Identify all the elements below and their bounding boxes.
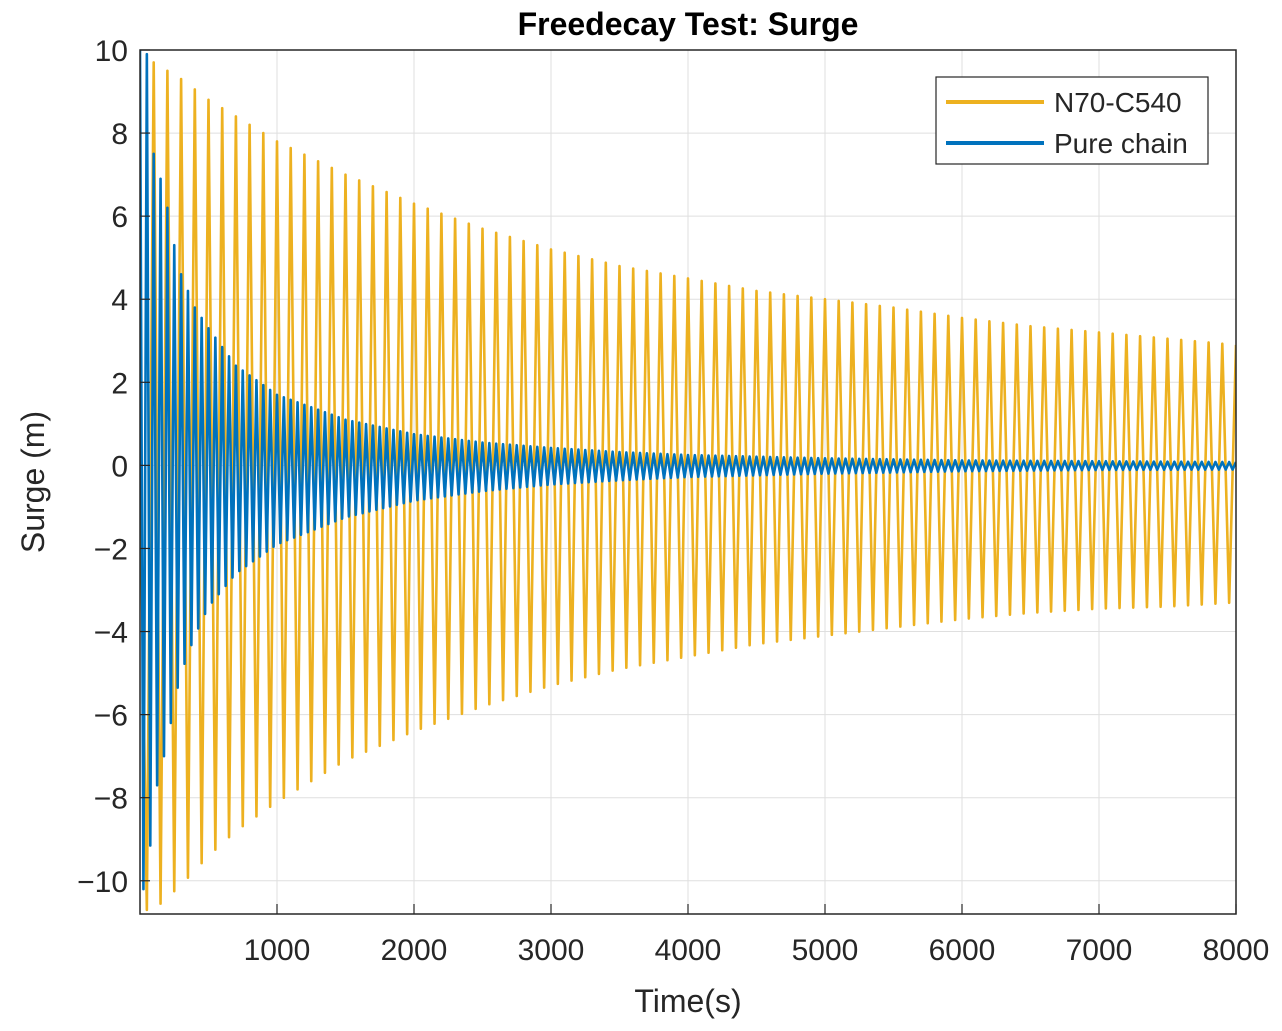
y-tick-label: −10 [77, 866, 128, 899]
x-tick-label: 8000 [1203, 934, 1270, 967]
x-tick-label: 5000 [792, 934, 859, 967]
y-tick-label: −6 [94, 700, 128, 733]
series-layer [140, 50, 1236, 912]
legend: N70-C540 Pure chain [935, 76, 1209, 165]
legend-label-pure-chain: Pure chain [1054, 128, 1188, 159]
x-tick-label: 2000 [381, 934, 448, 967]
chart-title: Freedecay Test: Surge [518, 6, 859, 42]
x-tick-label: 6000 [929, 934, 996, 967]
series-line-n70-c540 [140, 61, 1236, 912]
legend-box [935, 76, 1209, 165]
y-tick-label: 0 [111, 450, 128, 483]
x-tick-label: 3000 [518, 934, 585, 967]
y-tick-label: −2 [94, 533, 128, 566]
y-tick-label: 4 [111, 284, 128, 317]
x-axis-label: Time(s) [634, 983, 741, 1019]
y-tick-label: −4 [94, 617, 128, 650]
y-tick-label: 6 [111, 201, 128, 234]
y-tick-label: 10 [95, 35, 128, 68]
y-axis-label: Surge (m) [15, 411, 51, 553]
y-tick-label: −8 [94, 783, 128, 816]
x-tick-label: 4000 [655, 934, 722, 967]
x-tick-label: 7000 [1066, 934, 1133, 967]
y-axis-ticks: −10 −8 −6 −4 −2 0 2 4 6 8 10 [77, 35, 150, 899]
x-axis-ticks: 1000 2000 3000 4000 5000 6000 7000 8000 [244, 904, 1270, 967]
y-tick-label: 2 [111, 367, 128, 400]
series-line-pure-chain [140, 50, 1236, 891]
legend-label-n70-c540: N70-C540 [1054, 87, 1182, 118]
x-tick-label: 1000 [244, 934, 311, 967]
y-tick-label: 8 [111, 118, 128, 151]
